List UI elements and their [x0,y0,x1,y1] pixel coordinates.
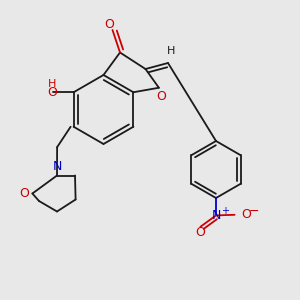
Text: O: O [156,90,166,103]
Text: N: N [211,209,221,222]
Text: N: N [52,160,62,172]
Text: O: O [104,18,114,31]
Text: O: O [241,208,251,221]
Text: O: O [47,86,57,99]
Text: H: H [47,79,56,89]
Text: O: O [195,226,205,239]
Text: −: − [249,205,260,218]
Text: H: H [167,46,175,56]
Text: O: O [19,187,29,200]
Text: +: + [221,206,230,216]
